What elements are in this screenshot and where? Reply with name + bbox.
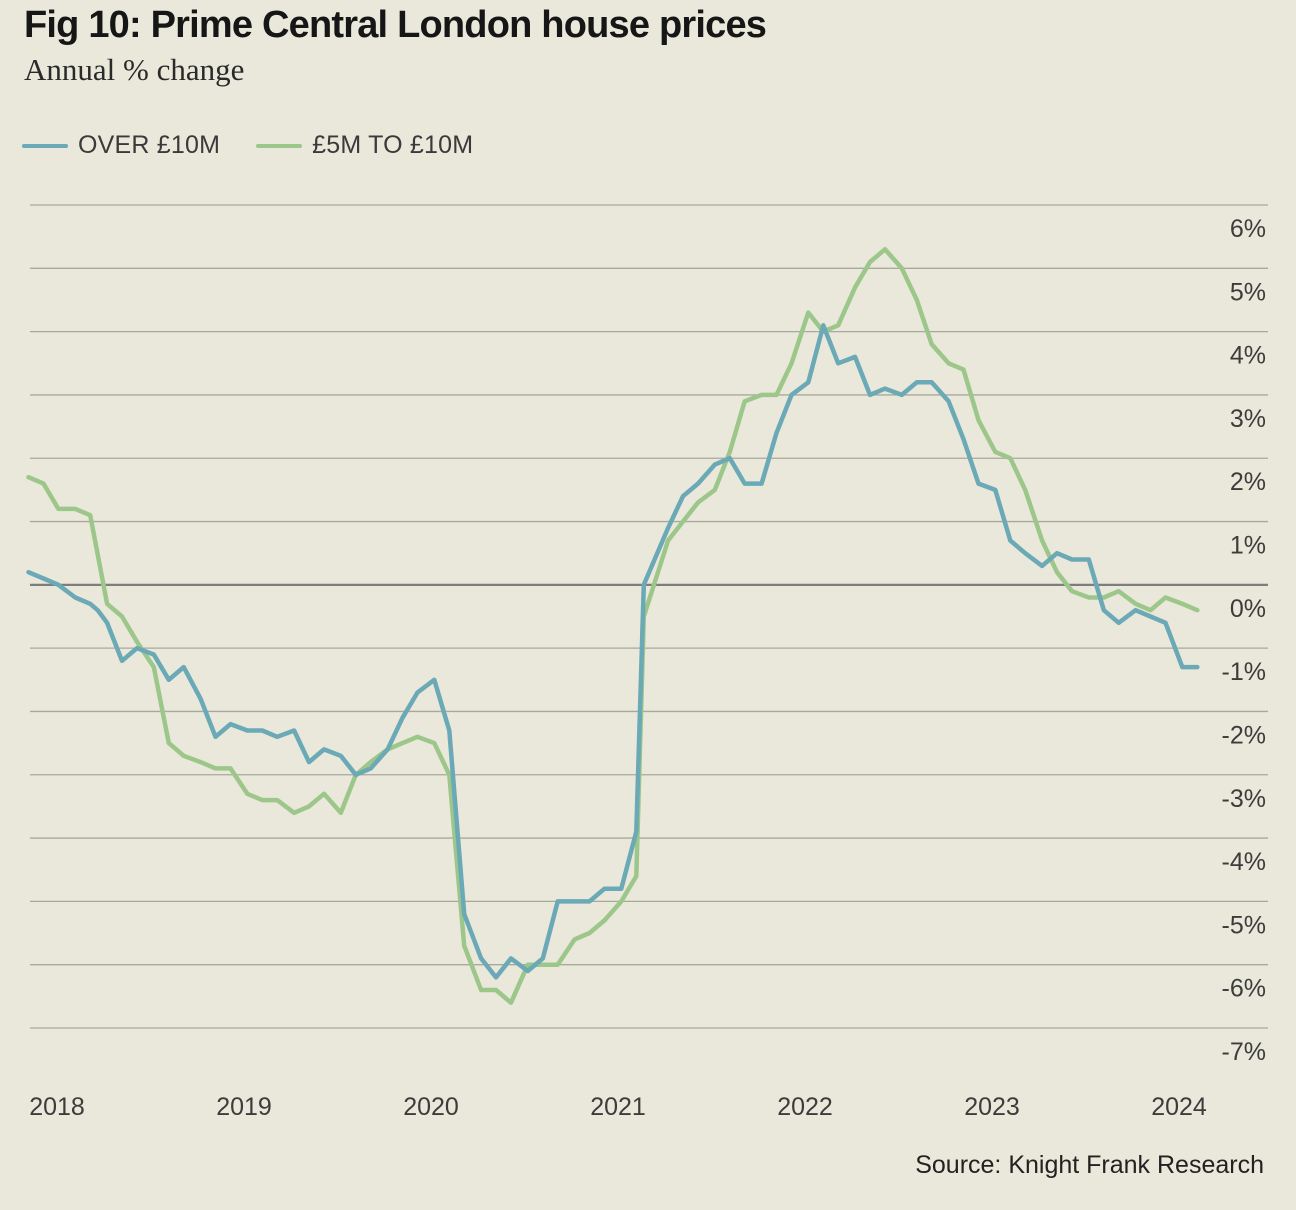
chart-title: Fig 10: Prime Central London house price… [24, 4, 767, 46]
y-tick-label: -5% [1222, 911, 1266, 939]
y-tick-label: -1% [1222, 658, 1266, 686]
y-tick-label: -2% [1222, 721, 1266, 749]
x-tick-label: 2022 [777, 1093, 833, 1121]
y-tick-label: 3% [1230, 405, 1266, 433]
y-tick-label: 0% [1230, 595, 1266, 623]
x-tick-label: 2023 [964, 1093, 1020, 1121]
legend-item-over-10m: OVER £10M [22, 131, 220, 160]
x-tick-label: 2020 [403, 1093, 459, 1121]
y-tick-label: -4% [1222, 848, 1266, 876]
x-tick-label: 2021 [590, 1093, 646, 1121]
x-tick-label: 2018 [29, 1093, 85, 1121]
y-tick-label: -6% [1222, 975, 1266, 1003]
x-tick-label: 2024 [1151, 1093, 1207, 1121]
chart-subtitle: Annual % change [24, 52, 245, 87]
y-tick-label: -7% [1222, 1038, 1266, 1066]
series-line-5m-to-10m [26, 247, 1200, 1005]
series-line-over-10m [26, 323, 1200, 980]
legend-label-5m-to-10m: £5M TO £10M [312, 131, 474, 159]
legend-swatch-5m-to-10m [256, 143, 303, 148]
x-tick-label: 2019 [216, 1093, 272, 1121]
legend-item-5m-to-10m: £5M TO £10M [256, 131, 473, 160]
y-tick-label: 5% [1230, 278, 1266, 306]
y-tick-label: -3% [1222, 785, 1266, 813]
legend-label-over-10m: OVER £10M [78, 131, 221, 159]
y-tick-label: 1% [1230, 532, 1266, 560]
y-tick-label: 4% [1230, 342, 1266, 370]
chart-legend: OVER £10M £5M TO £10M [22, 131, 473, 160]
chart-source: Source: Knight Frank Research [915, 1151, 1264, 1179]
legend-swatch-over-10m [22, 143, 68, 148]
y-tick-label: 6% [1230, 215, 1266, 243]
y-tick-label: 2% [1230, 468, 1266, 496]
